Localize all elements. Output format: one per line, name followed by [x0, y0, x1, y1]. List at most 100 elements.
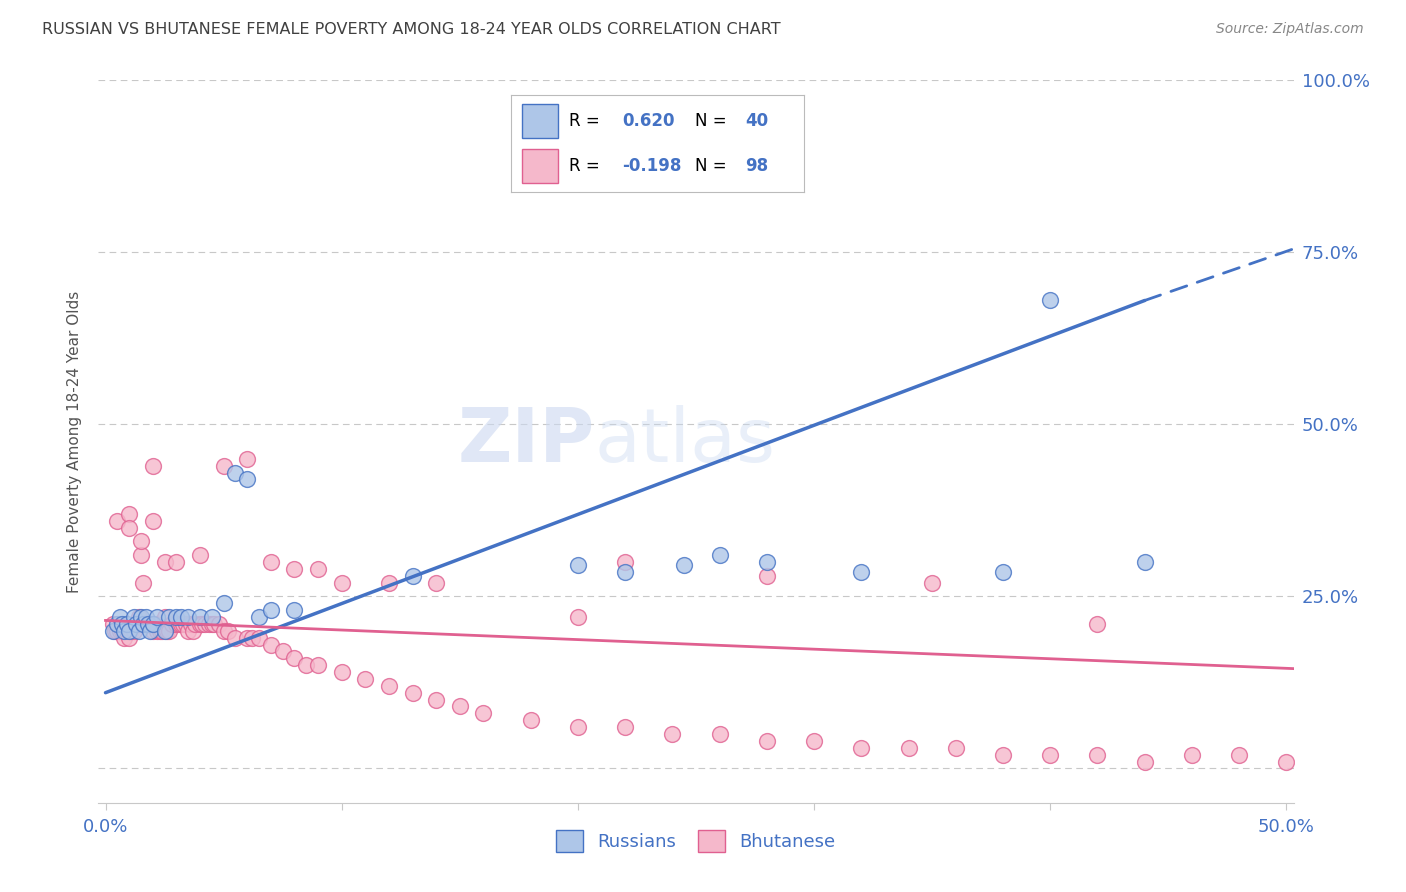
Point	[142, 624, 165, 638]
Y-axis label: Female Poverty Among 18-24 Year Olds: Female Poverty Among 18-24 Year Olds	[67, 291, 83, 592]
Point	[236, 631, 259, 645]
Point	[132, 575, 155, 590]
Point	[755, 734, 778, 748]
Point	[330, 665, 353, 679]
Point	[153, 555, 176, 569]
Point	[1039, 293, 1062, 308]
Point	[177, 624, 200, 638]
Point	[128, 624, 150, 638]
Point	[567, 720, 589, 734]
Point	[709, 727, 731, 741]
Point	[198, 616, 221, 631]
Point	[755, 568, 778, 582]
Point	[191, 616, 214, 631]
Point	[755, 555, 778, 569]
Point	[307, 658, 329, 673]
Point	[1039, 747, 1062, 762]
Point	[212, 458, 235, 473]
Point	[170, 610, 193, 624]
Point	[236, 472, 259, 486]
Point	[146, 610, 169, 624]
Point	[125, 616, 148, 631]
Point	[567, 558, 589, 573]
Point	[991, 747, 1014, 762]
Point	[136, 616, 159, 631]
Point	[851, 566, 873, 580]
Point	[378, 679, 401, 693]
Point	[188, 610, 211, 624]
Text: atlas: atlas	[595, 405, 775, 478]
Point	[567, 610, 589, 624]
Point	[1181, 747, 1204, 762]
Point	[260, 555, 283, 569]
Point	[184, 616, 207, 631]
Point	[425, 575, 447, 590]
Point	[112, 631, 135, 645]
Point	[153, 624, 176, 638]
Point	[260, 638, 283, 652]
Point	[101, 624, 124, 638]
Point	[157, 624, 180, 638]
Point	[122, 624, 145, 638]
Point	[142, 616, 165, 631]
Point	[188, 548, 211, 562]
Point	[118, 507, 141, 521]
Point	[283, 603, 305, 617]
Point	[378, 575, 401, 590]
Point	[803, 734, 825, 748]
Point	[851, 740, 873, 755]
Point	[122, 610, 145, 624]
Point	[146, 624, 169, 638]
Point	[208, 616, 231, 631]
Point	[1087, 616, 1109, 631]
Point	[157, 610, 180, 624]
Point	[1133, 755, 1156, 769]
Point	[105, 616, 128, 631]
Point	[167, 616, 190, 631]
Point	[212, 596, 235, 610]
Point	[307, 562, 329, 576]
Point	[156, 624, 179, 638]
Point	[224, 466, 246, 480]
Point	[897, 740, 920, 755]
Point	[354, 672, 377, 686]
Point	[112, 624, 135, 638]
Point	[180, 616, 202, 631]
Point	[125, 616, 148, 631]
Legend: Russians, Bhutanese: Russians, Bhutanese	[548, 822, 844, 859]
Point	[105, 514, 128, 528]
Point	[170, 616, 193, 631]
Text: RUSSIAN VS BHUTANESE FEMALE POVERTY AMONG 18-24 YEAR OLDS CORRELATION CHART: RUSSIAN VS BHUTANESE FEMALE POVERTY AMON…	[42, 22, 780, 37]
Point	[991, 566, 1014, 580]
Point	[108, 610, 131, 624]
Point	[121, 624, 143, 638]
Point	[172, 616, 194, 631]
Point	[174, 616, 197, 631]
Point	[165, 610, 187, 624]
Point	[1227, 747, 1250, 762]
Point	[614, 720, 637, 734]
Point	[150, 624, 173, 638]
Point	[139, 624, 162, 638]
Text: ZIP: ZIP	[457, 405, 595, 478]
Point	[661, 727, 683, 741]
Point	[709, 548, 731, 562]
Point	[202, 616, 225, 631]
Point	[201, 616, 224, 631]
Point	[283, 651, 305, 665]
Point	[111, 624, 134, 638]
Point	[115, 624, 138, 638]
Point	[143, 616, 166, 631]
Point	[165, 616, 187, 631]
Point	[188, 616, 211, 631]
Point	[118, 520, 141, 534]
Point	[136, 616, 159, 631]
Point	[165, 555, 187, 569]
Point	[260, 603, 283, 617]
Point	[271, 644, 294, 658]
Point	[330, 575, 353, 590]
Point	[240, 631, 263, 645]
Point	[295, 658, 318, 673]
Point	[160, 616, 183, 631]
Point	[945, 740, 967, 755]
